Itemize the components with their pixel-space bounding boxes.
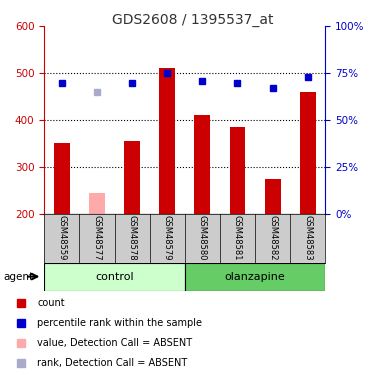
Text: control: control xyxy=(95,272,134,282)
Text: agent: agent xyxy=(4,272,34,282)
Text: GSM48577: GSM48577 xyxy=(92,215,102,261)
Bar xyxy=(194,116,210,214)
Text: GSM48578: GSM48578 xyxy=(127,215,137,261)
Bar xyxy=(300,92,316,214)
Bar xyxy=(185,262,325,291)
Bar xyxy=(124,141,140,214)
Text: GDS2608 / 1395537_at: GDS2608 / 1395537_at xyxy=(112,13,273,27)
Text: olanzapine: olanzapine xyxy=(225,272,285,282)
Text: value, Detection Call = ABSENT: value, Detection Call = ABSENT xyxy=(37,338,192,348)
Text: GSM48559: GSM48559 xyxy=(57,215,66,261)
Bar xyxy=(89,193,105,214)
Text: GSM48580: GSM48580 xyxy=(198,215,207,261)
Text: rank, Detection Call = ABSENT: rank, Detection Call = ABSENT xyxy=(37,358,187,368)
Bar xyxy=(265,178,281,214)
Text: GSM48581: GSM48581 xyxy=(233,215,242,261)
Text: GSM48583: GSM48583 xyxy=(303,215,312,261)
Text: count: count xyxy=(37,298,65,307)
Text: percentile rank within the sample: percentile rank within the sample xyxy=(37,318,203,328)
Bar xyxy=(229,127,245,214)
Text: GSM48582: GSM48582 xyxy=(268,215,277,261)
Text: GSM48579: GSM48579 xyxy=(163,215,172,261)
Bar xyxy=(44,262,185,291)
Bar xyxy=(54,144,70,214)
Bar xyxy=(159,68,175,214)
